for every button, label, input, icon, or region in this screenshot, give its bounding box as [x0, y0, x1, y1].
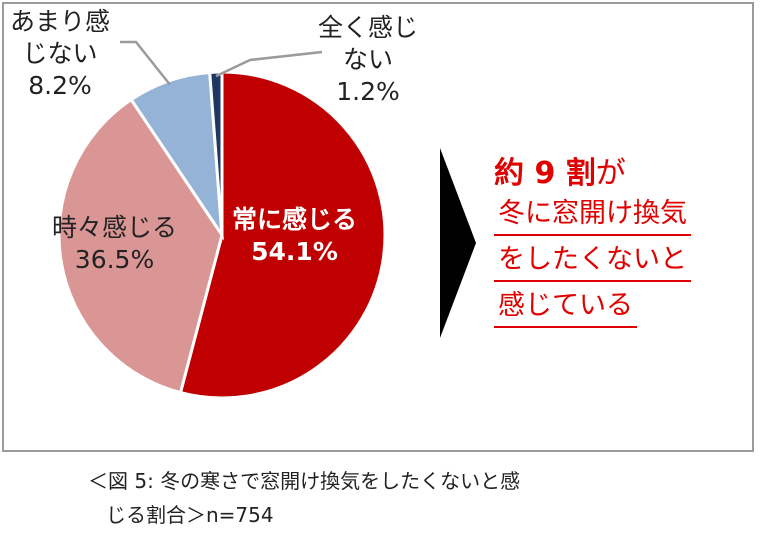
pie-slice-always — [178, 70, 387, 400]
caption-line-2: じる割合＞n=754 — [106, 503, 274, 527]
callout-row-1: 冬に窓開け換気 — [494, 194, 691, 236]
leader-line-rarely — [120, 40, 172, 86]
slice-label-never: 全く感じ ない 1.2% — [318, 13, 419, 106]
callout-headline: 約 9 割が — [494, 156, 626, 191]
callout-row-3: 感じている — [494, 286, 637, 328]
callout-text: 約 9 割が 冬に窓開け換気 をしたくないと 感じている — [494, 154, 691, 332]
leader-line-never — [215, 50, 323, 78]
pie-chart — [57, 40, 476, 400]
figure-caption: ＜図 5: 冬の寒さで窓開け換気をしたくないと感 じる割合＞n=754 — [88, 464, 520, 532]
pie-slice-sometimes — [57, 97, 224, 395]
right-arrow-icon — [440, 148, 476, 338]
slice-label-rarely: あまり感 じない 8.2% — [10, 7, 111, 100]
slice-label-sometimes: 時々感じる 36.5% — [52, 213, 178, 274]
callout-row-2: をしたくないと — [494, 240, 691, 282]
slice-label-always: 常に感じる 54.1% — [232, 205, 358, 266]
caption-line-1: ＜図 5: 冬の寒さで窓開け換気をしたくないと感 — [88, 469, 521, 493]
